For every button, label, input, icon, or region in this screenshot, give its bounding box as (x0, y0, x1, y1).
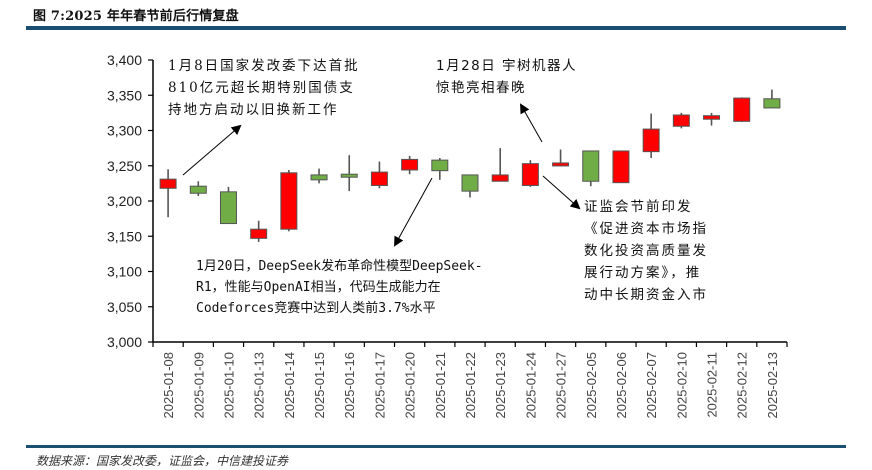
y-tick-label: 3,200 (107, 193, 142, 209)
candle-body (189, 185, 207, 194)
annotation-line: 数化投资高质量发 (584, 243, 708, 259)
annotation-line: 《促进资本市场指 (584, 221, 708, 237)
annotation-line: R1，性能与OpenAI相当，代码生成能力在 (196, 280, 441, 295)
arrow-ndrc (182, 124, 242, 176)
candlestick-chart: 3,000 3,050 3,100 3,150 3,200 3,250 3,300 3,350… (107, 52, 788, 419)
x-tick-label: 2025-02-05 (584, 352, 599, 419)
annotation-line: 动中长期资金入市 (584, 287, 708, 303)
annotation-line: 展行动方案》，推 (584, 265, 702, 281)
annotation-line: 1月8日国家发改委下达首批 (168, 58, 360, 74)
data-source: 数据来源：国家发改委，证监会，中信建投证券 (36, 454, 289, 468)
candle-body (703, 115, 721, 120)
y-tick-label: 3,050 (107, 299, 142, 315)
annotation-line: 810亿元超长期特别国债支 (168, 80, 355, 96)
candle-body (340, 173, 358, 178)
annotation-line: 1月28日 宇树机器人 (436, 58, 578, 74)
x-tick-label: 2025-01-27 (554, 352, 569, 419)
y-tick-label: 3,250 (107, 158, 142, 174)
candle-body (552, 162, 570, 167)
x-tick-label: 2025-02-06 (614, 352, 629, 419)
y-tick-label: 3,400 (107, 52, 142, 68)
x-tick-label: 2025-02-13 (765, 352, 780, 419)
x-tick-label: 2025-01-09 (191, 352, 206, 419)
x-tick-label: 2025-01-08 (161, 352, 176, 419)
candle-body (672, 114, 690, 127)
annotation-line: 1月20日，DeepSeek发布革命性模型DeepSeek- (196, 259, 483, 274)
candle-body (491, 174, 509, 182)
x-tick-label: 2025-01-16 (342, 352, 357, 419)
candle-body (461, 174, 479, 192)
candle-body (642, 128, 660, 153)
candle-body (401, 158, 419, 171)
annotation-ndrc: 1月8日国家发改委下达首批 810亿元超长期特别国债支 持地方启动以旧换新工作 (168, 55, 360, 121)
x-tick-label: 2025-02-07 (644, 352, 659, 419)
annotation-unitree: 1月28日 宇树机器人 惊艳亮相春晚 (436, 55, 577, 99)
candle-body (250, 228, 268, 239)
x-tick-label: 2025-01-24 (523, 352, 538, 419)
candle-body (763, 98, 781, 109)
candle-body (310, 174, 328, 181)
annotation-line: Codeforces竞赛中达到人类前3.7%水平 (196, 301, 436, 316)
y-tick-label: 3,100 (107, 264, 142, 280)
footer-rule (26, 445, 846, 448)
candle-body (370, 171, 388, 186)
candle-body (280, 172, 298, 230)
x-tick-label: 2025-01-22 (463, 352, 478, 419)
candle-body (612, 150, 630, 184)
x-tick-label: 2025-02-11 (705, 352, 720, 418)
x-tick-label: 2025-01-20 (403, 352, 418, 419)
y-tick-label: 3,350 (107, 87, 142, 103)
figure-title: 图 7:2025 年年春节前后行情复盘 (33, 9, 239, 24)
x-tick-label: 2025-01-17 (372, 352, 387, 419)
candle-body (521, 163, 539, 186)
header-rule (26, 26, 846, 30)
candle-body (431, 159, 449, 172)
arrow-deepseek (394, 177, 433, 247)
x-tick-label: 2025-01-23 (493, 352, 508, 419)
annotation-deepseek: 1月20日，DeepSeek发布革命性模型DeepSeek- R1，性能与Ope… (196, 256, 483, 319)
annotation-csrc: 证监会节前印发 《促进资本市场指 数化投资高质量发 展行动方案》，推 动中长期资… (584, 196, 708, 306)
arrow-csrc (542, 175, 581, 210)
y-tick-label: 3,150 (107, 228, 142, 244)
x-tick-label: 2025-01-10 (221, 352, 236, 419)
annotation-line: 惊艳亮相春晚 (436, 80, 526, 96)
candle-body (733, 97, 751, 122)
candle-body (219, 191, 237, 225)
annotation-line: 证监会节前印发 (584, 199, 693, 215)
x-tick-label: 2025-01-13 (252, 352, 267, 419)
candle-body (582, 150, 600, 182)
y-tick-label: 3,000 (107, 334, 142, 350)
annotation-line: 持地方启动以旧换新工作 (168, 102, 339, 118)
x-tick-label: 2025-01-14 (282, 352, 297, 419)
candle-body (159, 178, 177, 189)
arrow-unitree (520, 103, 543, 143)
x-tick-label: 2025-02-10 (674, 352, 689, 419)
x-tick-label: 2025-01-15 (312, 352, 327, 419)
y-tick-label: 3,300 (107, 123, 142, 139)
x-tick-label: 2025-02-12 (735, 352, 750, 419)
x-tick-label: 2025-01-21 (433, 352, 448, 419)
